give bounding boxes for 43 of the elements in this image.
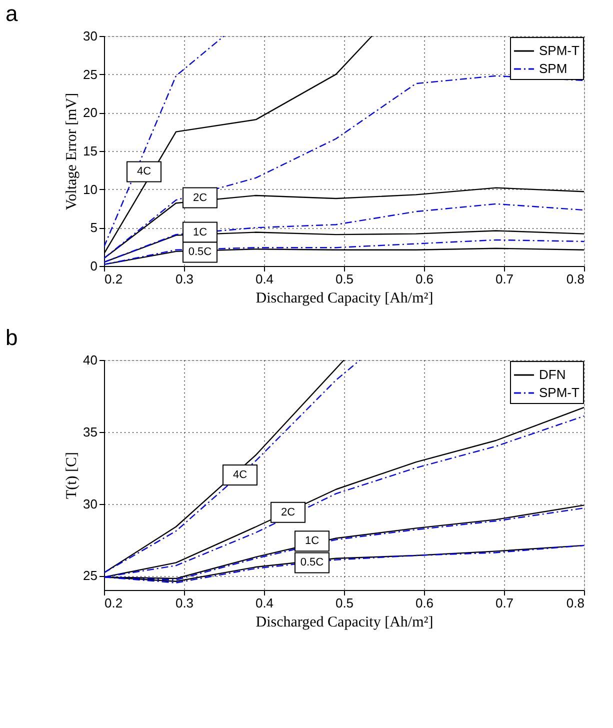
annotation: 0.5C (188, 246, 212, 258)
legend-label: SPM-T (539, 385, 580, 400)
y-tick-label: 5 (90, 220, 98, 236)
y-tick-label: 35 (83, 424, 98, 440)
annotation: 4C (232, 469, 248, 481)
annotation: 0.5C (300, 556, 324, 569)
chart-title: a (6, 1, 19, 26)
annotation: 2C (192, 192, 208, 204)
x-tick-label: 0.7 (495, 596, 514, 610)
x-tick-label: 0.7 (495, 272, 514, 286)
y-tick-label: 25 (83, 66, 98, 82)
x-axis-title: Discharged Capacity [Ah/m²] (256, 614, 434, 630)
y-tick-label: 10 (83, 182, 98, 197)
y-tick-label: 30 (83, 28, 98, 44)
x-tick-label: 0.5 (335, 596, 354, 610)
x-tick-label: 0.3 (175, 272, 194, 286)
y-tick-label: 40 (83, 352, 98, 368)
legend-label: DFN (539, 367, 566, 382)
x-axis-title: Discharged Capacity [Ah/m²] (256, 290, 434, 306)
x-tick-label: 0.6 (415, 596, 434, 610)
annotation: 1C (192, 226, 208, 238)
x-tick-label: 0.6 (415, 272, 434, 286)
y-axis-title: Voltage Error [mV] (64, 92, 80, 210)
annotation: 1C (304, 535, 320, 548)
x-tick-label: 0.5 (335, 272, 354, 286)
x-tick-label: 0.2 (104, 272, 123, 286)
legend-label: SPM-T (539, 43, 580, 58)
x-tick-label: 0.3 (175, 596, 194, 610)
x-tick-label: 0.4 (255, 272, 274, 286)
y-tick-label: 15 (83, 144, 98, 158)
x-tick-label: 0.2 (104, 596, 123, 610)
y-tick-label: 30 (83, 496, 98, 512)
annotation: 4C (136, 166, 152, 178)
y-tick-label: 25 (83, 568, 98, 584)
y-tick-label: 0 (90, 258, 98, 274)
y-tick-label: 20 (83, 105, 98, 120)
annotation: 2C (280, 506, 296, 518)
y-axis-title: T(t) [C] (64, 452, 80, 500)
x-tick-label: 0.8 (566, 272, 584, 286)
chart-title: b (6, 325, 18, 350)
legend-label: SPM (539, 61, 568, 76)
x-tick-label: 0.4 (255, 596, 274, 610)
x-tick-label: 0.8 (566, 596, 584, 610)
